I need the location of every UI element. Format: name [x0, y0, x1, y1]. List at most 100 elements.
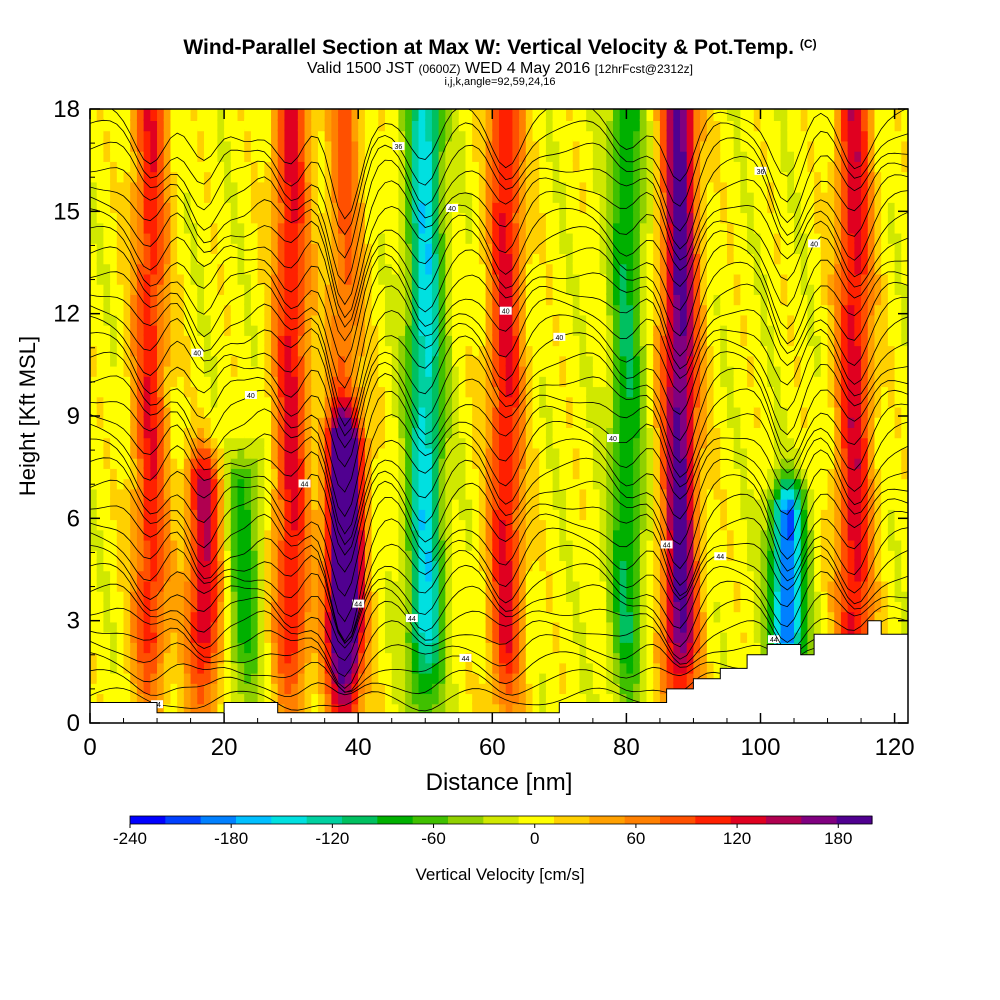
velocity-cell: [217, 221, 226, 234]
velocity-cell: [177, 242, 186, 255]
velocity-cell: [244, 109, 253, 121]
velocity-cell: [136, 487, 145, 500]
velocity-cell: [110, 252, 119, 265]
velocity-cell: [264, 549, 273, 562]
velocity-cell: [183, 416, 192, 428]
velocity-cell: [257, 272, 266, 285]
velocity-cell: [210, 538, 219, 551]
velocity-cell: [230, 446, 239, 459]
velocity-cell: [190, 569, 199, 582]
velocity-cell: [170, 487, 179, 500]
velocity-cell: [190, 323, 199, 336]
velocity-cell: [157, 620, 166, 633]
velocity-cell: [237, 446, 246, 459]
velocity-cell: [163, 385, 172, 398]
velocity-cell: [217, 364, 226, 377]
velocity-cell: [210, 549, 219, 562]
velocity-cell: [150, 334, 159, 347]
velocity-cell: [217, 610, 226, 623]
velocity-cell: [123, 538, 132, 551]
velocity-cell: [103, 630, 112, 643]
velocity-cell: [257, 313, 266, 326]
velocity-cell: [96, 641, 105, 654]
velocity-cell: [203, 313, 212, 326]
velocity-cell: [110, 282, 119, 295]
velocity-cell: [183, 180, 192, 193]
velocity-cell: [157, 426, 166, 439]
velocity-cell: [257, 303, 266, 316]
velocity-cell: [123, 252, 132, 265]
velocity-cell: [157, 323, 166, 336]
velocity-cell: [157, 160, 166, 173]
velocity-cell: [130, 313, 139, 326]
velocity-cell: [183, 671, 192, 684]
velocity-cell: [90, 129, 98, 142]
velocity-cell: [150, 579, 159, 592]
velocity-cell: [197, 549, 206, 562]
velocity-cell: [136, 323, 145, 336]
velocity-cell: [177, 170, 186, 183]
velocity-cell: [177, 559, 186, 572]
velocity-cell: [277, 661, 286, 674]
velocity-cell: [244, 671, 253, 684]
velocity-cell: [197, 651, 206, 664]
velocity-cell: [203, 702, 212, 715]
velocity-cell: [197, 692, 206, 705]
velocity-cell: [177, 508, 186, 521]
velocity-cell: [110, 201, 119, 214]
velocity-cell: [183, 508, 192, 521]
velocity-cell: [143, 589, 152, 602]
velocity-cell: [130, 364, 139, 377]
velocity-cell: [190, 692, 199, 705]
velocity-cell: [163, 671, 172, 684]
velocity-cell: [210, 395, 219, 408]
velocity-cell: [257, 129, 266, 142]
velocity-cell: [237, 518, 246, 531]
velocity-cell: [90, 313, 98, 326]
velocity-cell: [244, 129, 253, 142]
velocity-cell: [103, 375, 112, 388]
velocity-cell: [237, 528, 246, 541]
velocity-cell: [264, 190, 273, 203]
velocity-cell: [136, 344, 145, 357]
velocity-cell: [224, 651, 233, 664]
velocity-cell: [150, 149, 159, 162]
velocity-cell: [136, 569, 145, 582]
velocity-cell: [271, 467, 280, 480]
velocity-cell: [110, 600, 119, 613]
velocity-cell: [224, 641, 233, 654]
velocity-cell: [250, 467, 259, 480]
velocity-cell: [190, 201, 199, 214]
velocity-cell: [250, 641, 259, 654]
velocity-cell: [163, 262, 172, 275]
velocity-cell: [257, 630, 266, 643]
velocity-cell: [197, 303, 206, 316]
velocity-cell: [177, 364, 186, 377]
velocity-cell: [197, 375, 206, 388]
velocity-cell: [143, 323, 152, 336]
velocity-cell: [224, 354, 233, 367]
velocity-cell: [116, 477, 125, 490]
velocity-cell: [244, 282, 253, 295]
velocity-cell: [210, 661, 219, 674]
velocity-cell: [143, 610, 152, 623]
velocity-cell: [143, 641, 152, 654]
velocity-cell: [163, 508, 172, 521]
velocity-cell: [237, 282, 246, 295]
velocity-cell: [217, 344, 226, 357]
velocity-cell: [130, 641, 139, 654]
velocity-cell: [136, 282, 145, 295]
velocity-cell: [244, 334, 253, 347]
velocity-cell: [197, 129, 206, 142]
velocity-cell: [123, 149, 132, 162]
velocity-cell: [264, 579, 273, 592]
velocity-cell: [177, 497, 186, 510]
velocity-cell: [197, 282, 206, 295]
velocity-cell: [244, 119, 253, 132]
velocity-cell: [130, 446, 139, 459]
velocity-cell: [197, 671, 206, 684]
velocity-cell: [110, 190, 119, 203]
velocity-cell: [143, 549, 152, 562]
velocity-cell: [90, 682, 98, 695]
velocity-cell: [197, 119, 206, 132]
